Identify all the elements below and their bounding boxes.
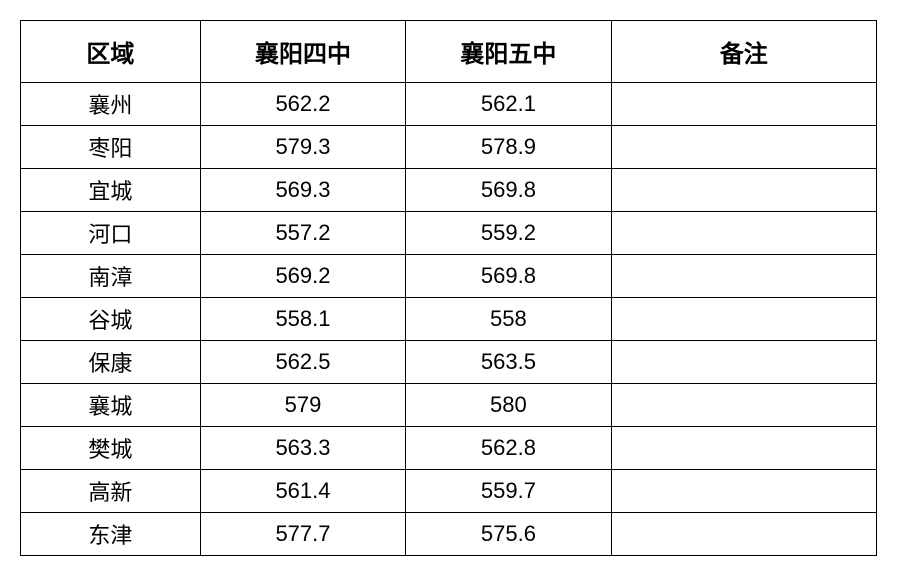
cell-note xyxy=(611,298,876,341)
table-row: 谷城558.1558 xyxy=(21,298,877,341)
cell-school-4: 569.2 xyxy=(200,255,405,298)
cell-note xyxy=(611,513,876,556)
table-row: 南漳569.2569.8 xyxy=(21,255,877,298)
table-row: 东津577.7575.6 xyxy=(21,513,877,556)
cell-note xyxy=(611,341,876,384)
table-body: 襄州562.2562.1枣阳579.3578.9宜城569.3569.8河口55… xyxy=(21,83,877,556)
score-table-container: 区域 襄阳四中 襄阳五中 备注 襄州562.2562.1枣阳579.3578.9… xyxy=(20,20,877,556)
table-header: 区域 襄阳四中 襄阳五中 备注 xyxy=(21,21,877,83)
table-row: 宜城569.3569.8 xyxy=(21,169,877,212)
cell-region: 宜城 xyxy=(21,169,201,212)
cell-school-5: 569.8 xyxy=(406,169,611,212)
cell-region: 河口 xyxy=(21,212,201,255)
cell-note xyxy=(611,126,876,169)
table-row: 樊城563.3562.8 xyxy=(21,427,877,470)
cell-region: 东津 xyxy=(21,513,201,556)
cell-school-5: 578.9 xyxy=(406,126,611,169)
table-row: 襄城579580 xyxy=(21,384,877,427)
cell-note xyxy=(611,169,876,212)
cell-region: 南漳 xyxy=(21,255,201,298)
table-row: 高新561.4559.7 xyxy=(21,470,877,513)
cell-note xyxy=(611,255,876,298)
cell-region: 高新 xyxy=(21,470,201,513)
cell-region: 谷城 xyxy=(21,298,201,341)
cell-school-4: 569.3 xyxy=(200,169,405,212)
cell-school-5: 559.2 xyxy=(406,212,611,255)
cell-school-5: 563.5 xyxy=(406,341,611,384)
cell-school-5: 569.8 xyxy=(406,255,611,298)
cell-school-5: 562.8 xyxy=(406,427,611,470)
cell-school-4: 579 xyxy=(200,384,405,427)
cell-school-4: 563.3 xyxy=(200,427,405,470)
header-note: 备注 xyxy=(611,21,876,83)
cell-school-5: 575.6 xyxy=(406,513,611,556)
table-row: 枣阳579.3578.9 xyxy=(21,126,877,169)
cell-school-5: 580 xyxy=(406,384,611,427)
cell-school-4: 558.1 xyxy=(200,298,405,341)
cell-note xyxy=(611,384,876,427)
cell-region: 樊城 xyxy=(21,427,201,470)
table-row: 襄州562.2562.1 xyxy=(21,83,877,126)
cell-school-4: 579.3 xyxy=(200,126,405,169)
cell-school-4: 562.5 xyxy=(200,341,405,384)
cell-note xyxy=(611,83,876,126)
cell-school-4: 562.2 xyxy=(200,83,405,126)
cell-note xyxy=(611,212,876,255)
cell-school-4: 561.4 xyxy=(200,470,405,513)
cell-region: 襄州 xyxy=(21,83,201,126)
cell-region: 枣阳 xyxy=(21,126,201,169)
header-row: 区域 襄阳四中 襄阳五中 备注 xyxy=(21,21,877,83)
cell-region: 保康 xyxy=(21,341,201,384)
score-table: 区域 襄阳四中 襄阳五中 备注 襄州562.2562.1枣阳579.3578.9… xyxy=(20,20,877,556)
cell-school-5: 559.7 xyxy=(406,470,611,513)
table-row: 保康562.5563.5 xyxy=(21,341,877,384)
table-row: 河口557.2559.2 xyxy=(21,212,877,255)
cell-school-4: 577.7 xyxy=(200,513,405,556)
cell-note xyxy=(611,470,876,513)
cell-school-4: 557.2 xyxy=(200,212,405,255)
cell-region: 襄城 xyxy=(21,384,201,427)
cell-school-5: 558 xyxy=(406,298,611,341)
cell-school-5: 562.1 xyxy=(406,83,611,126)
cell-note xyxy=(611,427,876,470)
header-school-5: 襄阳五中 xyxy=(406,21,611,83)
header-region: 区域 xyxy=(21,21,201,83)
header-school-4: 襄阳四中 xyxy=(200,21,405,83)
